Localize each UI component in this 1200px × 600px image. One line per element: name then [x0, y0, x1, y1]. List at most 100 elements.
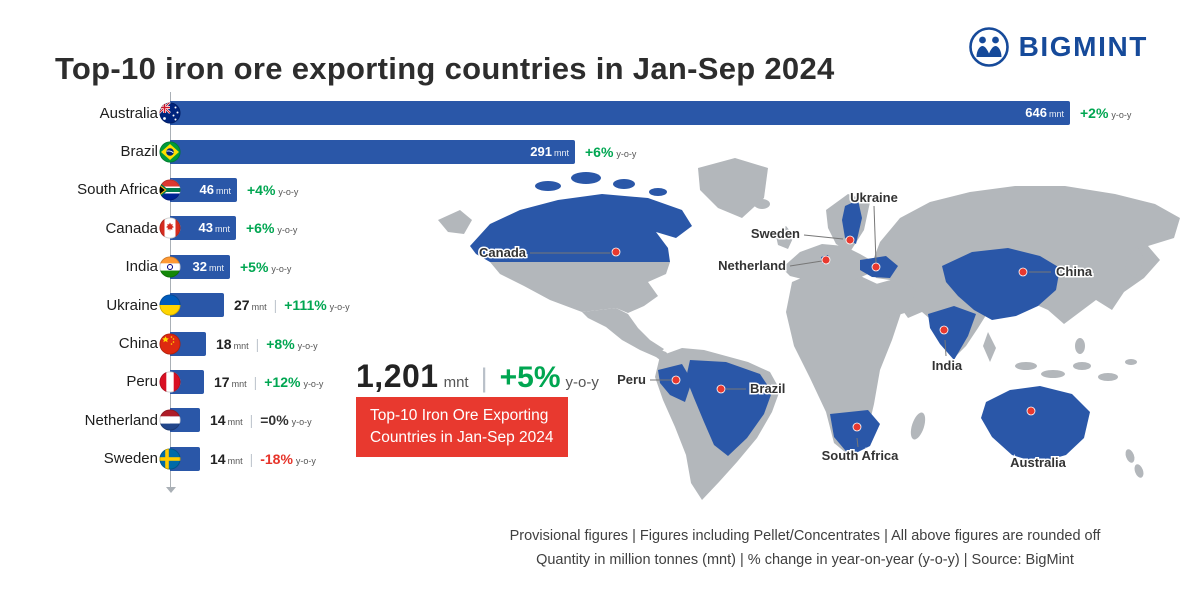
bar-unit: mnt: [553, 147, 569, 158]
bar-annotation: 17 mnt | +12% y-o-y: [214, 370, 323, 396]
bar-annotation: 14 mnt | -18% y-o-y: [210, 447, 316, 473]
map-china-dot: [1018, 267, 1028, 277]
map-label-netherland: Netherland: [718, 258, 786, 273]
change-label: +2%: [1080, 105, 1109, 122]
country-label: Canada: [105, 219, 158, 237]
divider: |: [249, 412, 254, 429]
yoy-label: y-o-y: [277, 225, 298, 236]
bar-value: 14: [210, 450, 226, 467]
chart-axis-arrow-icon: [166, 487, 176, 493]
bar-row: Canada 43 mnt +6% y-o-y: [50, 209, 1190, 247]
map-sweden-highlight: [842, 200, 862, 244]
map-canada-arctic: [649, 188, 667, 196]
flag-canada-icon: [159, 217, 181, 239]
map-label-south-africa: South Africa: [822, 448, 900, 463]
bar-row: Ukraine 27 mnt | +111% y-o-y: [50, 286, 1190, 324]
footer-notes: Provisional figures | Figures including …: [430, 524, 1180, 572]
flag-peru-icon: [159, 371, 181, 393]
map-canada-dot: [611, 247, 621, 257]
bar-track: 46 mnt +4% y-o-y: [159, 177, 1190, 204]
flag-sweden: [159, 448, 181, 470]
change-label: +6%: [585, 143, 614, 160]
map-island: [1015, 362, 1037, 370]
flag-sweden-icon: [159, 448, 181, 470]
bar-unit: mnt: [231, 378, 247, 389]
bar-track: 32 mnt +5% y-o-y: [159, 254, 1190, 279]
bar-unit: mnt: [215, 185, 231, 196]
map-india-leader: [944, 339, 947, 357]
total-caption-line2: Countries in Jan-Sep 2024: [370, 429, 554, 446]
bar-row: India 32 mnt +5% y-o-y: [50, 248, 1190, 286]
yoy-label: y-o-y: [278, 186, 299, 197]
bar: 43 mnt: [170, 216, 236, 241]
map-label-sweden: Sweden: [751, 226, 800, 241]
world-map: Canada Netherland Sweden Ukraine China I…: [438, 158, 1180, 500]
change-label: +111%: [284, 297, 327, 314]
bar-track: 646 mnt +2% y-o-y: [159, 101, 1190, 126]
map-africa: [786, 270, 902, 457]
map-island: [1041, 370, 1065, 378]
map-canada-arctic: [571, 172, 601, 184]
bar-annotation: +6% y-o-y: [585, 140, 636, 166]
map-malay-peninsula: [983, 332, 996, 362]
map-alaska: [438, 210, 472, 234]
map-mexico: [582, 308, 664, 357]
flag-india: [159, 256, 181, 278]
total-unit: mnt: [443, 374, 469, 391]
bar-unit: mnt: [227, 417, 243, 428]
map-island: [1098, 373, 1118, 381]
flag-brazil: [159, 140, 181, 163]
country-label: Ukraine: [106, 296, 158, 314]
bar-track: 43 mnt +6% y-o-y: [159, 216, 1190, 241]
yoy-label: y-o-y: [1111, 110, 1132, 121]
change-label: +5%: [240, 258, 269, 275]
map-sweden-leader: [803, 234, 844, 240]
country-label: Sweden: [103, 450, 158, 468]
map-india-highlight: [928, 306, 976, 360]
flag-netherland: [159, 409, 181, 431]
flag-china: [159, 332, 181, 355]
map-philippines: [1075, 338, 1085, 354]
flag-netherland-icon: [159, 409, 181, 431]
map-label-ukraine: Ukraine: [850, 190, 898, 205]
bar: 46 mnt: [170, 177, 237, 202]
bar-unit: mnt: [208, 262, 224, 273]
map-south-africa-highlight: [830, 410, 880, 456]
yoy-label: y-o-y: [616, 148, 637, 159]
map-label-china: China: [1056, 264, 1093, 279]
change-label: +4%: [247, 181, 276, 198]
map-canada-highlight: [470, 194, 692, 262]
map-europe: [782, 244, 874, 286]
total-caption: Top-10 Iron Ore Exporting Countries in J…: [356, 397, 568, 457]
map-south-africa-leader: [856, 437, 859, 448]
change-label: +8%: [266, 335, 295, 352]
flag-peru: [159, 371, 181, 393]
map-india-dot: [939, 325, 949, 335]
map-arabia: [876, 278, 916, 318]
footer-line1: Provisional figures | Figures including …: [509, 528, 1101, 544]
map-peru-dot: [671, 375, 681, 385]
country-label: Peru: [126, 373, 158, 391]
map-china-highlight: [942, 248, 1060, 320]
bar: 291 mnt: [170, 139, 575, 164]
total-stat: 1,201 mnt | +5% y-o-y: [356, 358, 599, 395]
total-caption-line1: Top-10 Iron Ore Exporting: [370, 407, 549, 424]
map-new-zealand: [1134, 464, 1144, 478]
chart-axis-line: [170, 92, 171, 488]
bar-unit: mnt: [1048, 109, 1064, 120]
map-canada-arctic: [613, 179, 635, 189]
bar-chart-rows: Australia 646 mnt +2% y-o-y Brazil 291 mnt +6% y-…: [50, 94, 1190, 478]
bar-annotation: +4% y-o-y: [247, 178, 298, 204]
map-label-peru: Peru: [617, 372, 646, 387]
bar-row: Sweden 14 mnt | -18% y-o-y: [50, 440, 1190, 478]
flag-ukraine: [159, 294, 181, 316]
map-label-brazil: Brazil: [750, 381, 785, 396]
flag-australia: [159, 102, 181, 124]
flag-south-africa: [159, 179, 181, 201]
map-usa: [490, 262, 670, 313]
map-iceland: [754, 199, 770, 209]
bar-value: 32 mnt: [192, 258, 224, 274]
total-value: 1,201: [356, 358, 439, 394]
divider: |: [249, 450, 254, 467]
bar-annotation: 27 mnt | +111% y-o-y: [234, 293, 350, 319]
